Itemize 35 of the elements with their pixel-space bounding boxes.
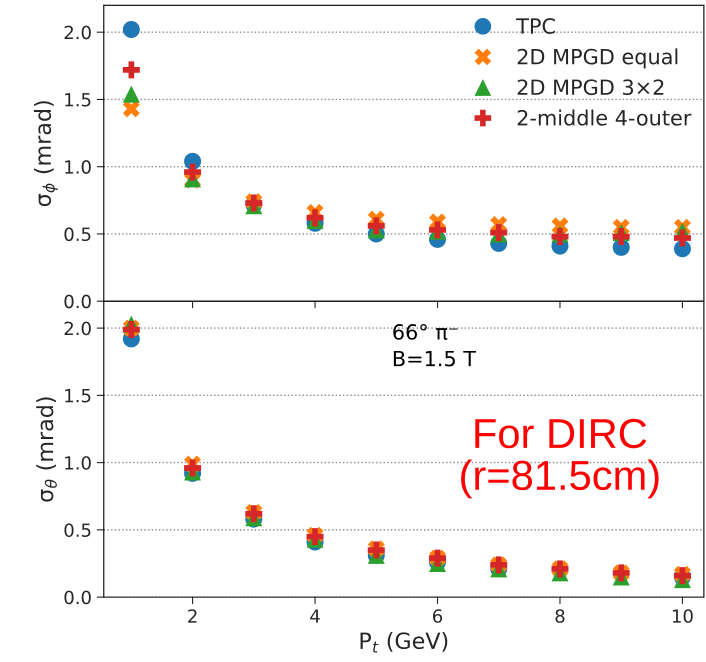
- x-tick-label: 10: [672, 609, 693, 623]
- legend-label: 2-middle 4-outer: [518, 110, 692, 126]
- x-tick-label: 2: [188, 609, 197, 623]
- point: [674, 229, 691, 246]
- annotation: 66° π⁻: [393, 324, 458, 340]
- y-axis-title: σ$_{ϕ}$ (mrad): [34, 101, 58, 206]
- x-tick-label: 8: [555, 609, 564, 623]
- x-tick-label: 6: [433, 609, 442, 623]
- point: [306, 209, 324, 226]
- point: [612, 228, 630, 246]
- x-axis-title: P$_{t}$ (GeV): [360, 632, 448, 652]
- y-tick-label: 2.0: [64, 26, 91, 40]
- point: [184, 164, 202, 181]
- point: [122, 86, 140, 103]
- legend-label: 2D MPGD equal: [518, 48, 678, 69]
- legend-label: TPC: [516, 18, 555, 34]
- point: [184, 459, 202, 476]
- y-tick-label: 0.0: [64, 294, 91, 308]
- y-tick-label: 1.0: [65, 160, 91, 174]
- point: [368, 217, 385, 234]
- point: [551, 228, 568, 246]
- legend-label: 2D MPGD 3×2: [518, 79, 664, 96]
- y-tick-label: 1.5: [65, 93, 90, 107]
- x-tick-label: 4: [310, 609, 320, 623]
- annotation: For DIRC (r=81.5cm): [461, 418, 659, 498]
- y-tick-label: 1.5: [65, 389, 90, 402]
- annotation: B=1.5 T: [394, 350, 476, 366]
- y-tick-label: 0.5: [64, 227, 90, 242]
- point: [122, 21, 140, 38]
- y-tick-label: 0.0: [64, 590, 91, 604]
- y-tick-label: 1.0: [65, 456, 91, 470]
- y-tick-label: 0.5: [64, 523, 90, 537]
- y-axis-title: σ$_{θ}$ (mrad): [36, 397, 57, 502]
- y-tick-label: 2.0: [64, 322, 91, 336]
- point: [122, 61, 140, 78]
